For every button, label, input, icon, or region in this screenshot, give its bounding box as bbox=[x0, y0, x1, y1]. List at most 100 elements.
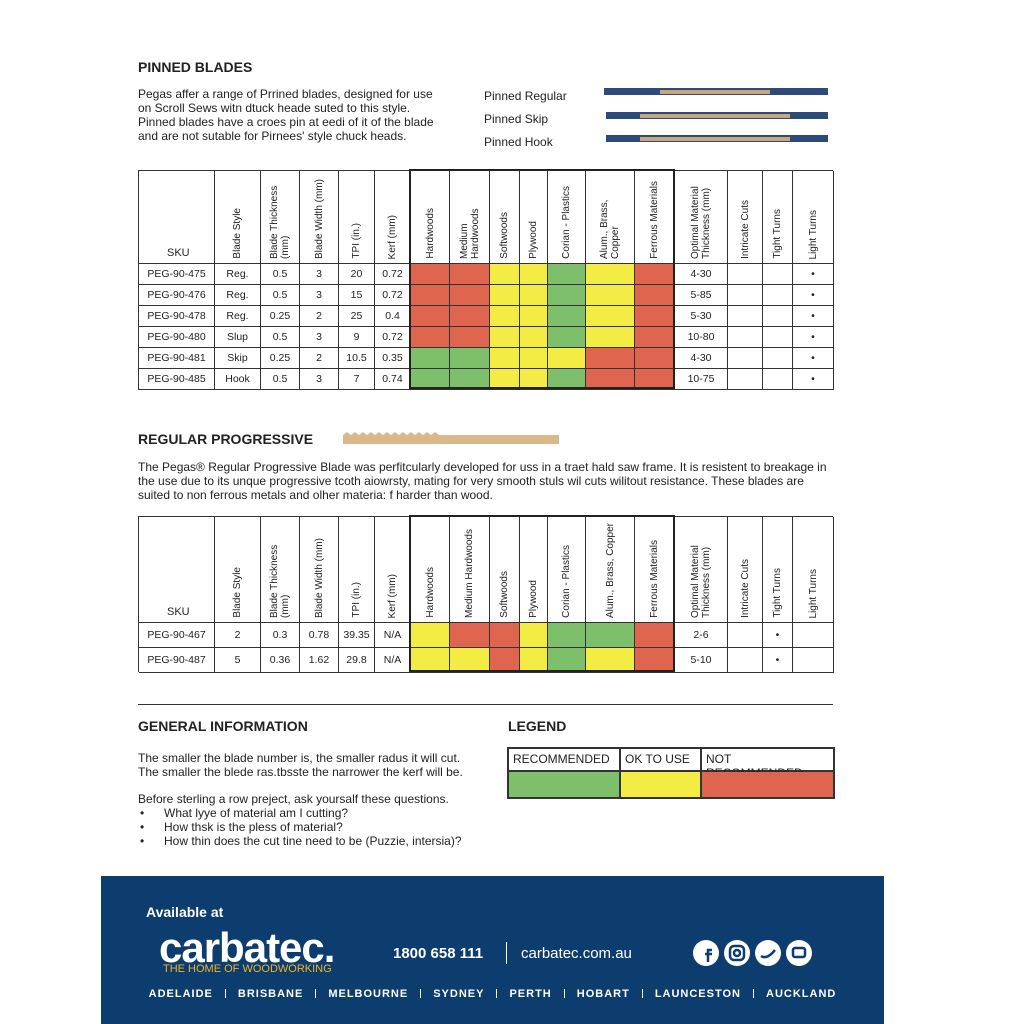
spec-cell: 10.5 bbox=[339, 348, 375, 369]
header-cell: Blade Width (mm) bbox=[300, 517, 339, 623]
header-text: TPI (in.) bbox=[351, 582, 362, 618]
bullet-item: • What lyye of material am I cutting? bbox=[138, 806, 462, 820]
header-text: Intricate Cuts bbox=[739, 559, 751, 618]
info-cell bbox=[728, 623, 763, 648]
rating-cell bbox=[450, 369, 490, 390]
spec-cell: 0.25 bbox=[261, 348, 300, 369]
header-text: Optimal Material Thickness (mm) bbox=[690, 545, 712, 618]
info-cell bbox=[728, 285, 763, 306]
info-cell bbox=[728, 648, 763, 673]
header-cell: Corian - Plastics bbox=[548, 171, 586, 264]
tagline: THE HOME OF WOODWORKING bbox=[163, 963, 332, 975]
rating-cell bbox=[411, 306, 450, 327]
footer: Available at carbatec. THE HOME OF WOODW… bbox=[101, 876, 884, 1024]
rating-cell bbox=[586, 348, 635, 369]
rating-cell bbox=[635, 369, 675, 390]
legend-swatch bbox=[621, 772, 702, 797]
spec-cell: 0.72 bbox=[375, 285, 411, 306]
spec-cell: 7 bbox=[339, 369, 375, 390]
info-cell: 10-80 bbox=[675, 327, 728, 348]
header-cell: Optimal Material Thickness (mm) bbox=[675, 171, 728, 264]
spec-cell: 0.5 bbox=[261, 285, 300, 306]
spec-cell: 9 bbox=[339, 327, 375, 348]
text-line: The Pegas® Regular Progressive Blade was… bbox=[138, 460, 827, 474]
header-text: Ferrous Materials bbox=[649, 540, 660, 618]
text-line: Pinned blades have a croes pin at eedi o… bbox=[138, 115, 434, 129]
info-cell bbox=[728, 348, 763, 369]
header-cell: Hardwoods bbox=[411, 171, 450, 264]
spec-cell: 3 bbox=[300, 369, 339, 390]
header-cell: Blade Thickness (mm) bbox=[261, 171, 300, 264]
sku-cell: PEG-90-481 bbox=[139, 348, 215, 369]
text-line: on Scroll Sews witn dtuck heade suted to… bbox=[138, 101, 411, 115]
header-text: Kerf (mm) bbox=[387, 573, 398, 618]
brand: carbatec. bbox=[159, 924, 335, 971]
info-cell: 5-85 bbox=[675, 285, 728, 306]
rating-cell bbox=[586, 369, 635, 390]
bullet: • bbox=[140, 834, 145, 848]
available-text: Available at bbox=[146, 904, 224, 920]
info-cell: • bbox=[763, 623, 793, 648]
header-text: Medium Hardwoods bbox=[458, 208, 481, 259]
spec-cell: 0.74 bbox=[375, 369, 411, 390]
spec-cell: 0.36 bbox=[261, 648, 300, 673]
rating-cell bbox=[586, 648, 635, 673]
info-cell bbox=[728, 327, 763, 348]
header-text: Plywood bbox=[528, 580, 539, 618]
bullet: • bbox=[140, 820, 145, 834]
header-cell: SKU bbox=[139, 517, 215, 623]
header-cell: Blade Width (mm) bbox=[300, 171, 339, 264]
info-cell: 4-30 bbox=[675, 348, 728, 369]
rating-cell bbox=[450, 623, 490, 648]
paragraph: The smaller the blade number is, the sma… bbox=[138, 751, 463, 779]
divider bbox=[138, 704, 833, 705]
info-cell: 5-30 bbox=[675, 306, 728, 327]
header-cell: Kerf (mm) bbox=[375, 171, 411, 264]
blade-image bbox=[343, 432, 559, 444]
header-cell: Tight Turns bbox=[763, 517, 793, 623]
info-cell: • bbox=[793, 306, 834, 327]
phone: 1800 658 111 bbox=[393, 945, 484, 962]
legend-swatch bbox=[702, 772, 833, 797]
rating-cell bbox=[450, 327, 490, 348]
rating-cell bbox=[411, 648, 450, 673]
separator bbox=[506, 942, 507, 964]
spec-cell: 2 bbox=[300, 348, 339, 369]
header-cell: Medium Hardwoods bbox=[450, 517, 490, 623]
info-cell: • bbox=[793, 348, 834, 369]
rating-cell bbox=[520, 648, 548, 673]
spec-cell: Hook bbox=[215, 369, 261, 390]
spec-cell: 2 bbox=[300, 306, 339, 327]
bullet-list: • What lyye of material am I cutting? • How… bbox=[138, 806, 462, 848]
spec-cell: 0.5 bbox=[261, 264, 300, 285]
header-text: TPI (in.) bbox=[351, 223, 362, 259]
rating-cell bbox=[635, 327, 675, 348]
rating-cell bbox=[450, 264, 490, 285]
rating-cell bbox=[635, 306, 675, 327]
website[interactable]: carbatec.com.au bbox=[521, 945, 632, 962]
rating-cell bbox=[520, 623, 548, 648]
sku-cell: PEG-90-476 bbox=[139, 285, 215, 306]
info-cell bbox=[763, 306, 793, 327]
sku-cell: PEG-90-480 bbox=[139, 327, 215, 348]
spec-cell: 0.35 bbox=[375, 348, 411, 369]
spec-cell: 0.78 bbox=[300, 623, 339, 648]
spec-cell: 25 bbox=[339, 306, 375, 327]
spec-cell: 5 bbox=[215, 648, 261, 673]
bullet-text: What lyye of material am I cutting? bbox=[164, 806, 349, 820]
bullet-text: How thsk is the pless of material? bbox=[164, 820, 343, 834]
city: BRISBANE bbox=[225, 988, 303, 1000]
spec-cell: N/A bbox=[375, 623, 411, 648]
social-icons[interactable] bbox=[691, 938, 816, 968]
spec-cell: 0.5 bbox=[261, 369, 300, 390]
header-cell: Hardwoods bbox=[411, 517, 450, 623]
info-cell: 10-75 bbox=[675, 369, 728, 390]
header-cell: Optimal Material Thickness (mm) bbox=[675, 517, 728, 623]
spec-cell: 3 bbox=[300, 264, 339, 285]
city: PERTH bbox=[496, 988, 551, 1000]
header-cell: Light Turns bbox=[793, 171, 834, 264]
info-cell bbox=[763, 369, 793, 390]
header-cell: Plywood bbox=[520, 517, 548, 623]
header-cell: Blade Thickness (mm) bbox=[261, 517, 300, 623]
